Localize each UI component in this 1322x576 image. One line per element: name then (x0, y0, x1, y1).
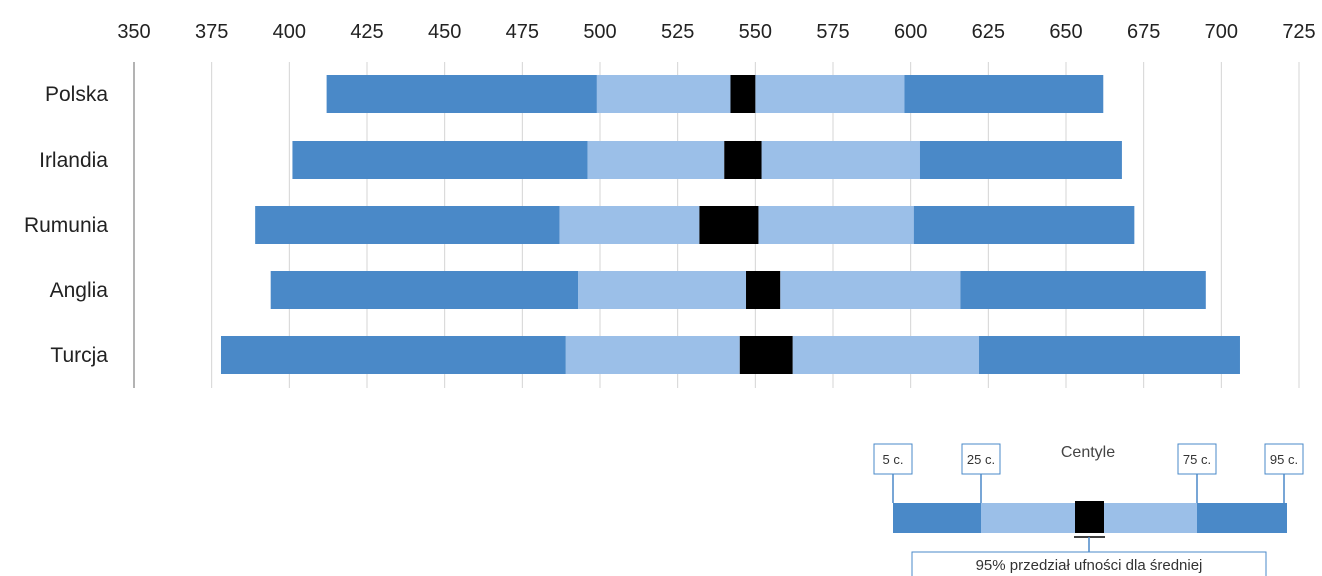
bar-segment-p75-p95 (904, 75, 1104, 113)
bar-segment-ci (724, 141, 762, 179)
legend-label-box (1264, 443, 1304, 475)
bar-segment-p25-ci (565, 336, 740, 374)
bar-segment-ci-p75 (758, 206, 914, 244)
x-tick-label: 725 (1282, 21, 1315, 43)
bar-segment-ci (746, 271, 781, 309)
bar-segment-p5-p25 (220, 336, 566, 374)
x-tick-label: 650 (1049, 21, 1082, 43)
category-labels: Polska Irlandia Rumunia Anglia Turcja (24, 83, 108, 367)
bar-segment-p25-ci (578, 271, 747, 309)
bar-segment-p75-p95 (960, 271, 1206, 309)
legend-label-box (873, 443, 913, 475)
legend-ci-box (911, 551, 1267, 576)
legend-label-box (1177, 443, 1217, 475)
bar-segment-ci-p75 (755, 75, 905, 113)
x-tick-label: 425 (350, 21, 383, 43)
bar-segment-ci-p75 (761, 141, 920, 179)
legend-segment-outer (893, 503, 981, 533)
legend-segment-ci (1075, 501, 1104, 533)
x-tick-label: 525 (661, 21, 694, 43)
bar-segment-p25-ci (596, 75, 731, 113)
bar-segment-p75-p95 (919, 141, 1122, 179)
bar-segment-p75-p95 (979, 336, 1240, 374)
legend-percentile-label: 75 c. (1183, 452, 1211, 467)
bar-segment-p75-p95 (913, 206, 1135, 244)
x-tick-label: 500 (583, 21, 616, 43)
x-tick-label: 600 (894, 21, 927, 43)
bar-segment-ci-p75 (792, 336, 980, 374)
x-tick-label: 400 (273, 21, 306, 43)
category-label: Irlandia (39, 149, 108, 172)
x-tick-label: 575 (816, 21, 849, 43)
category-label: Anglia (50, 279, 109, 302)
bar-segment-p25-ci (587, 141, 725, 179)
bar-segment-ci (739, 336, 793, 374)
bar-segment-ci-p75 (780, 271, 961, 309)
bar-segment-p5-p25 (255, 206, 560, 244)
bar-segment-p5-p25 (292, 141, 588, 179)
x-tick-label: 475 (506, 21, 539, 43)
legend-ci-label: 95% przedział ufności dla średniej (976, 557, 1203, 574)
bar-segment-p5-p25 (270, 271, 579, 309)
legend-percentile-label: 95 c. (1270, 452, 1298, 467)
category-label: Turcja (50, 344, 108, 367)
category-label: Rumunia (24, 214, 108, 237)
x-tick-label: 675 (1127, 21, 1160, 43)
legend-segment-inner (981, 503, 1075, 533)
x-tick-labels: 350 375 400 425 450 475 500 525 550 575 600 625 650 6… (117, 21, 1315, 43)
x-tick-label: 450 (428, 21, 461, 43)
legend-segment-outer (1197, 503, 1287, 533)
bar-segment-p5-p25 (326, 75, 597, 113)
x-tick-label: 350 (117, 21, 150, 43)
bars (220, 75, 1240, 374)
x-tick-label: 700 (1205, 21, 1238, 43)
legend-percentile-label: 5 c. (883, 452, 904, 467)
bar-segment-ci (699, 206, 759, 244)
legend-segment-inner (1104, 503, 1197, 533)
legend: Centyle 5 c. 25 c. 75 c. 95 c. 95% przedział… (873, 443, 1304, 576)
category-label: Polska (45, 83, 108, 106)
bar-segment-ci (730, 75, 756, 113)
bar-segment-p25-ci (559, 206, 700, 244)
x-tick-label: 550 (739, 21, 772, 43)
legend-label-box (961, 443, 1001, 475)
x-tick-label: 625 (972, 21, 1005, 43)
legend-title: Centyle (1061, 444, 1115, 461)
x-tick-label: 375 (195, 21, 228, 43)
legend-percentile-label: 25 c. (967, 452, 995, 467)
